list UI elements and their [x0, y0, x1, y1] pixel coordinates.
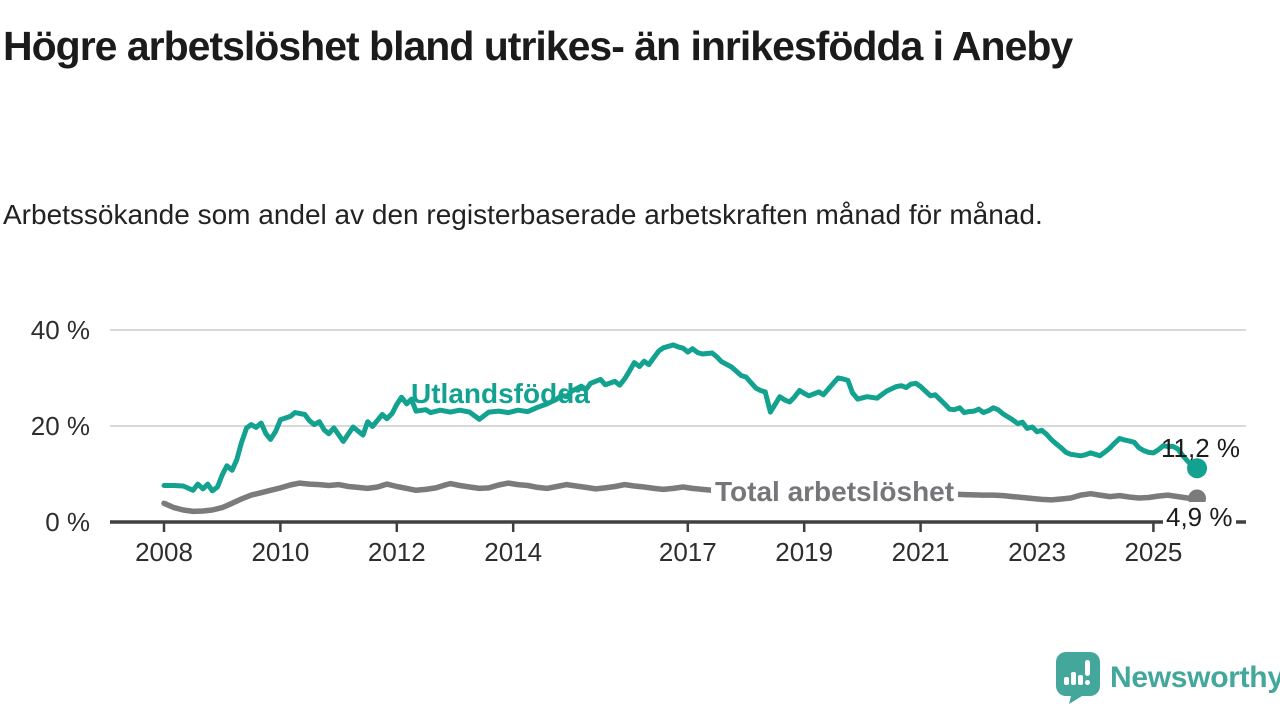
series-line-utlandsfodda [161, 342, 1200, 494]
x-tick-label: 2010 [251, 537, 310, 567]
end-value-label-total: 4,9 % [1163, 502, 1236, 533]
bar-chart-exclamation-speech-bubble-icon [1056, 652, 1100, 704]
brand-name: Newsworthy [1110, 661, 1280, 694]
x-tick-label: 2008 [135, 537, 193, 567]
x-tick-label: 2025 [1124, 537, 1183, 567]
series-label-total-arbetsloshet: Total arbetslöshet [711, 476, 959, 508]
x-tick-label: 2014 [484, 537, 543, 567]
series-line-total [161, 480, 1200, 515]
x-tick-label: 2012 [367, 537, 426, 567]
x-tick-label: 2019 [775, 537, 834, 567]
page-subtitle: Arbetssökande som andel av den registerb… [3, 199, 1043, 230]
x-tick-label: 2017 [658, 537, 717, 567]
newsworthy-logo[interactable]: Newsworthy [1056, 652, 1280, 704]
end-value-label-utlandsfodda: 11,2 % [1161, 433, 1241, 463]
y-tick-label: 0 % [45, 507, 90, 537]
x-tick-label: 2023 [1008, 537, 1066, 567]
y-tick-label: 20 % [30, 411, 90, 441]
series-label-utlandsfodda: Utlandsfödda [411, 378, 590, 409]
page-title: Högre arbetslöshet bland utrikes- än inr… [3, 23, 1073, 69]
y-tick-label: 40 % [30, 315, 90, 345]
series-end-dot-utlandsfodda [1187, 458, 1208, 479]
x-tick-label: 2021 [891, 537, 950, 567]
